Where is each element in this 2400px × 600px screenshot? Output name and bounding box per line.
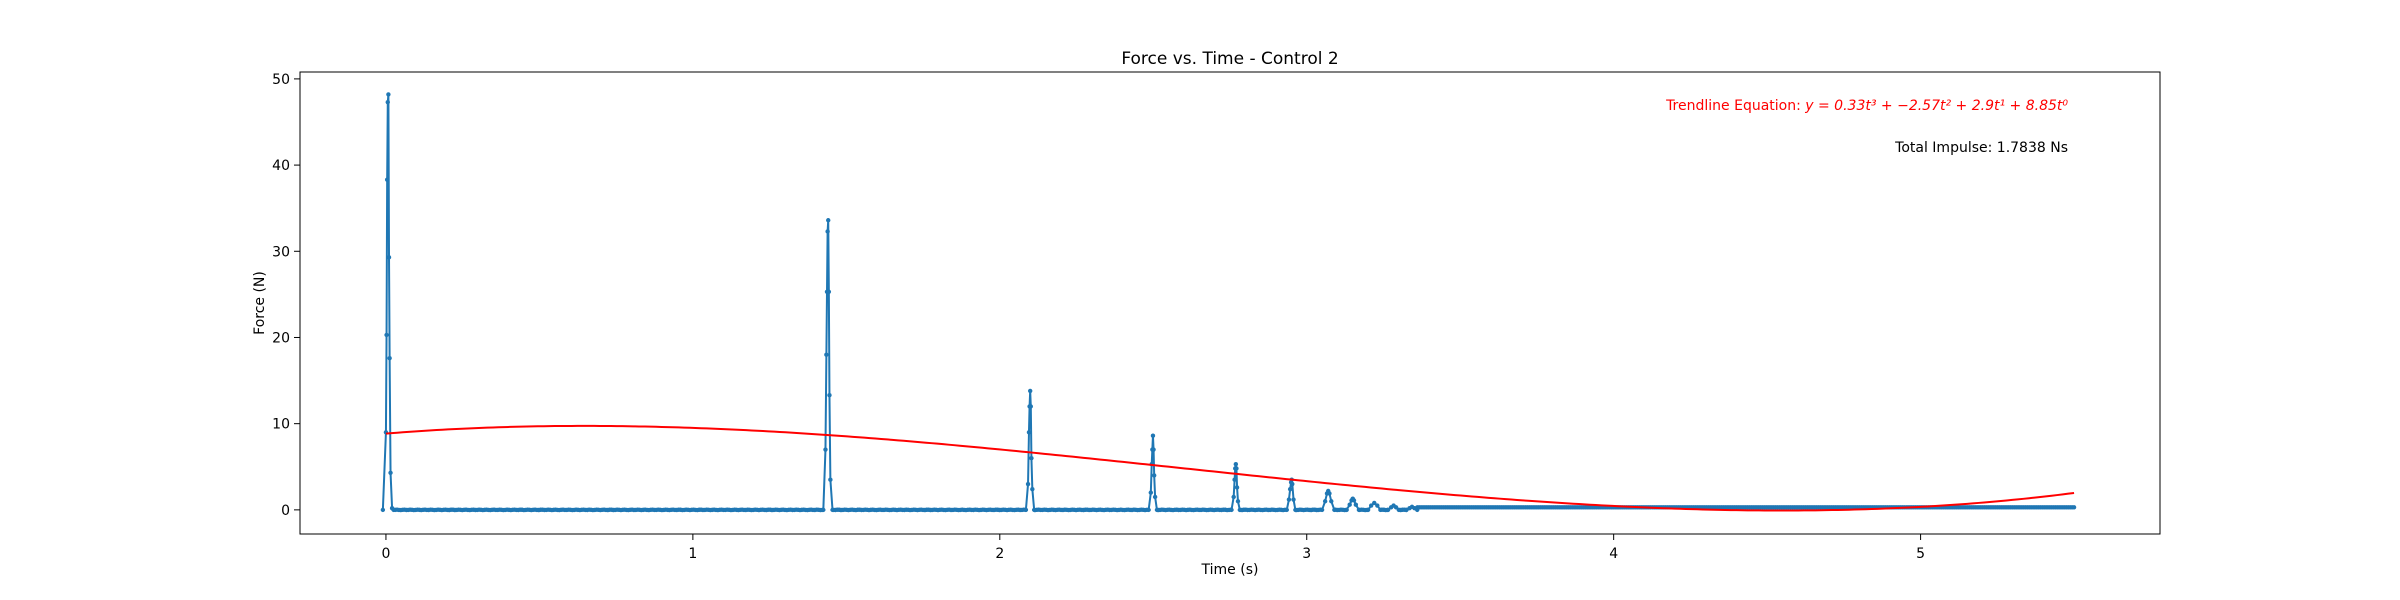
force-data-point [1148, 490, 1154, 495]
force-data-point [1344, 507, 1349, 513]
x-tick-label: 4 [1609, 546, 1618, 562]
force-data-point [1286, 497, 1292, 502]
force-data-point [1233, 461, 1239, 467]
chart-title: Force vs. Time - Control 2 [1121, 49, 1338, 69]
force-series-line [381, 93, 2075, 512]
force-data-point [380, 507, 386, 513]
force-data-point [1319, 507, 1325, 513]
force-data-point [1372, 500, 1377, 506]
force-data-point [1351, 498, 1357, 503]
force-data-point [386, 92, 391, 97]
force-data-point [1322, 499, 1328, 504]
force-data-point [1375, 503, 1380, 508]
force-data-point [385, 99, 390, 105]
x-tick-label: 3 [1302, 546, 1311, 562]
y-axis-label: Force (N) [252, 271, 268, 335]
force-data-point [1353, 502, 1359, 507]
force-data-point [828, 477, 833, 482]
force-data-point [2071, 505, 2077, 510]
y-tick-label: 40 [272, 158, 290, 174]
total-impulse-annotation: Total Impulse: 1.7838 Ns [1894, 140, 2068, 156]
force-data-point [1232, 477, 1237, 482]
force-data-point [1234, 466, 1239, 471]
force-data-point [388, 470, 393, 475]
force-data-point [1385, 507, 1391, 513]
force-data-point [823, 447, 828, 452]
force-data-point [827, 393, 832, 398]
force-data-point [1329, 499, 1334, 504]
force-data-point [1029, 455, 1034, 461]
force-data-point [821, 507, 826, 513]
force-data-point [384, 332, 389, 338]
force-data-point [1365, 507, 1371, 513]
trendline-curve [385, 424, 2075, 512]
force-data-point [1291, 497, 1296, 502]
force-data-point [1368, 503, 1374, 508]
force-data-point [1028, 404, 1034, 409]
force-data-point [1284, 507, 1289, 513]
force-data-point [1290, 481, 1295, 487]
force-data-point [1026, 430, 1032, 435]
x-axis-label: Time (s) [1201, 562, 1259, 578]
force-data-point [826, 218, 831, 223]
force-data-point [386, 255, 392, 260]
force-data-point [1152, 494, 1158, 500]
y-tick-label: 0 [281, 503, 290, 519]
force-data-point [1027, 388, 1033, 394]
force-data-point [387, 355, 392, 361]
y-tick-label: 10 [272, 417, 290, 433]
force-data-point [1151, 447, 1156, 452]
y-tick-label: 30 [272, 244, 290, 260]
force-data-point [1393, 505, 1399, 510]
force-data-point [1151, 473, 1157, 478]
force-data-point [825, 229, 830, 234]
force-data-point [1327, 491, 1332, 496]
x-tick-label: 2 [995, 546, 1004, 562]
force-data-point [1347, 502, 1352, 507]
force-data-point [1234, 485, 1240, 490]
force-data-point [1150, 433, 1156, 438]
y-tick-label: 50 [272, 72, 290, 88]
force-data-point [1146, 507, 1151, 513]
trendline-equation-annotation: Trendline Equation: y = 0.33t³ + −2.57t²… [1665, 98, 2068, 114]
trendline-equation-prefix: Trendline Equation: [1665, 98, 1805, 114]
force-data-point [1287, 486, 1293, 492]
y-tick-label: 20 [272, 330, 290, 346]
force-data-point [1235, 499, 1241, 504]
force-data-point [826, 289, 832, 294]
x-tick-label: 1 [688, 546, 697, 562]
force-data-point [1231, 494, 1236, 500]
trendline-equation-formula: y = 0.33t³ + −2.57t² + 2.9t¹ + 8.85t⁰ [1804, 98, 2068, 114]
force-data-point [384, 177, 390, 182]
x-tick-label: 0 [381, 546, 390, 562]
plot-frame [299, 71, 2161, 535]
force-data-point [1023, 507, 1029, 513]
force-data-point [1229, 507, 1234, 513]
force-data-point [1025, 481, 1031, 487]
series-layer [380, 92, 2077, 513]
x-tick-label: 5 [1916, 546, 1925, 562]
force-data-point [824, 352, 829, 357]
force-data-point [1030, 486, 1035, 492]
